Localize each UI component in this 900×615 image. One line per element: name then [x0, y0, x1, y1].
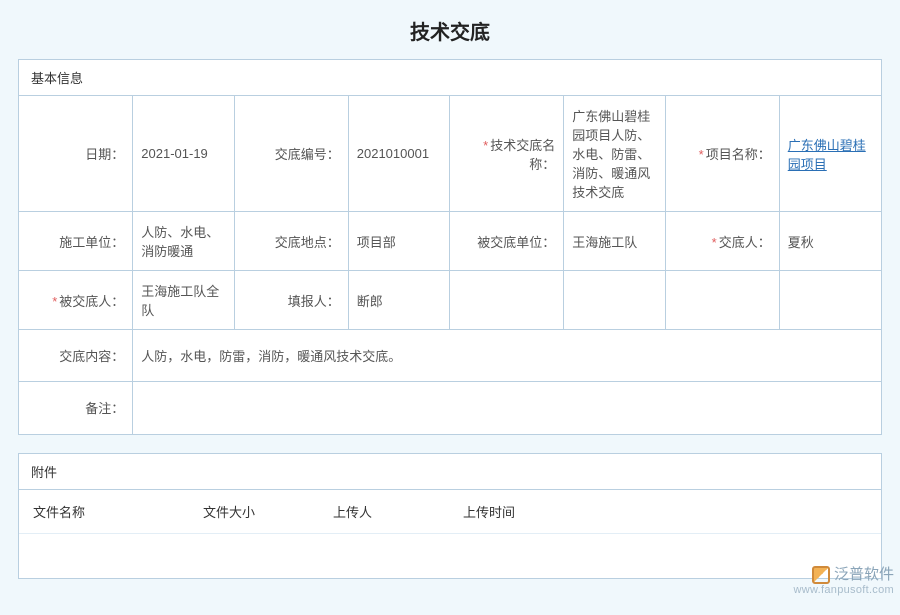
col-file-size: 文件大小	[189, 490, 319, 533]
empty-label-2	[665, 271, 779, 330]
empty-label-1	[450, 271, 564, 330]
value-presenter: 夏秋	[779, 212, 881, 271]
basic-info-table: 日期： 2021-01-19 交底编号： 2021010001 *技术交底名称：…	[19, 96, 881, 434]
empty-value-1	[564, 271, 666, 330]
label-code: 交底编号：	[234, 96, 348, 212]
col-upload-time: 上传时间	[449, 490, 881, 533]
value-code: 2021010001	[348, 96, 450, 212]
label-presenter: *交底人：	[665, 212, 779, 271]
label-tech-name: *技术交底名称：	[450, 96, 564, 212]
label-receiver: *被交底人：	[19, 271, 133, 330]
attachments-columns: 文件名称 文件大小 上传人 上传时间	[19, 490, 881, 534]
col-uploader: 上传人	[319, 490, 449, 533]
value-content: 人防，水电，防雷，消防，暖通风技术交底。	[133, 330, 881, 382]
value-reporter: 断郎	[348, 271, 450, 330]
label-content: 交底内容：	[19, 330, 133, 382]
value-received-unit: 王海施工队	[564, 212, 666, 271]
label-location: 交底地点：	[234, 212, 348, 271]
page: 技术交底 基本信息 日期： 2021-01-19 交底编号： 202101000…	[0, 0, 900, 615]
col-file-name: 文件名称	[19, 490, 189, 533]
basic-info-panel: 基本信息 日期： 2021-01-19 交底编号： 2021010001 *技术…	[18, 59, 882, 435]
label-reporter: 填报人：	[234, 271, 348, 330]
label-project-name: *项目名称：	[665, 96, 779, 212]
attachments-body-empty	[19, 534, 881, 578]
label-construction-unit: 施工单位：	[19, 212, 133, 271]
attachments-header: 附件	[19, 454, 881, 490]
value-remark	[133, 382, 881, 434]
attachments-panel: 附件 文件名称 文件大小 上传人 上传时间	[18, 453, 882, 579]
value-construction-unit: 人防、水电、消防暖通	[133, 212, 235, 271]
page-title: 技术交底	[18, 0, 882, 59]
label-date: 日期：	[19, 96, 133, 212]
basic-info-header: 基本信息	[19, 60, 881, 96]
label-remark: 备注：	[19, 382, 133, 434]
project-link[interactable]: 广东佛山碧桂园项目	[788, 138, 866, 172]
value-receiver: 王海施工队全队	[133, 271, 235, 330]
label-received-unit: 被交底单位：	[450, 212, 564, 271]
empty-value-2	[779, 271, 881, 330]
value-date: 2021-01-19	[133, 96, 235, 212]
value-project-name: 广东佛山碧桂园项目	[779, 96, 881, 212]
value-tech-name: 广东佛山碧桂园项目人防、水电、防雷、消防、暖通风技术交底	[564, 96, 666, 212]
value-location: 项目部	[348, 212, 450, 271]
